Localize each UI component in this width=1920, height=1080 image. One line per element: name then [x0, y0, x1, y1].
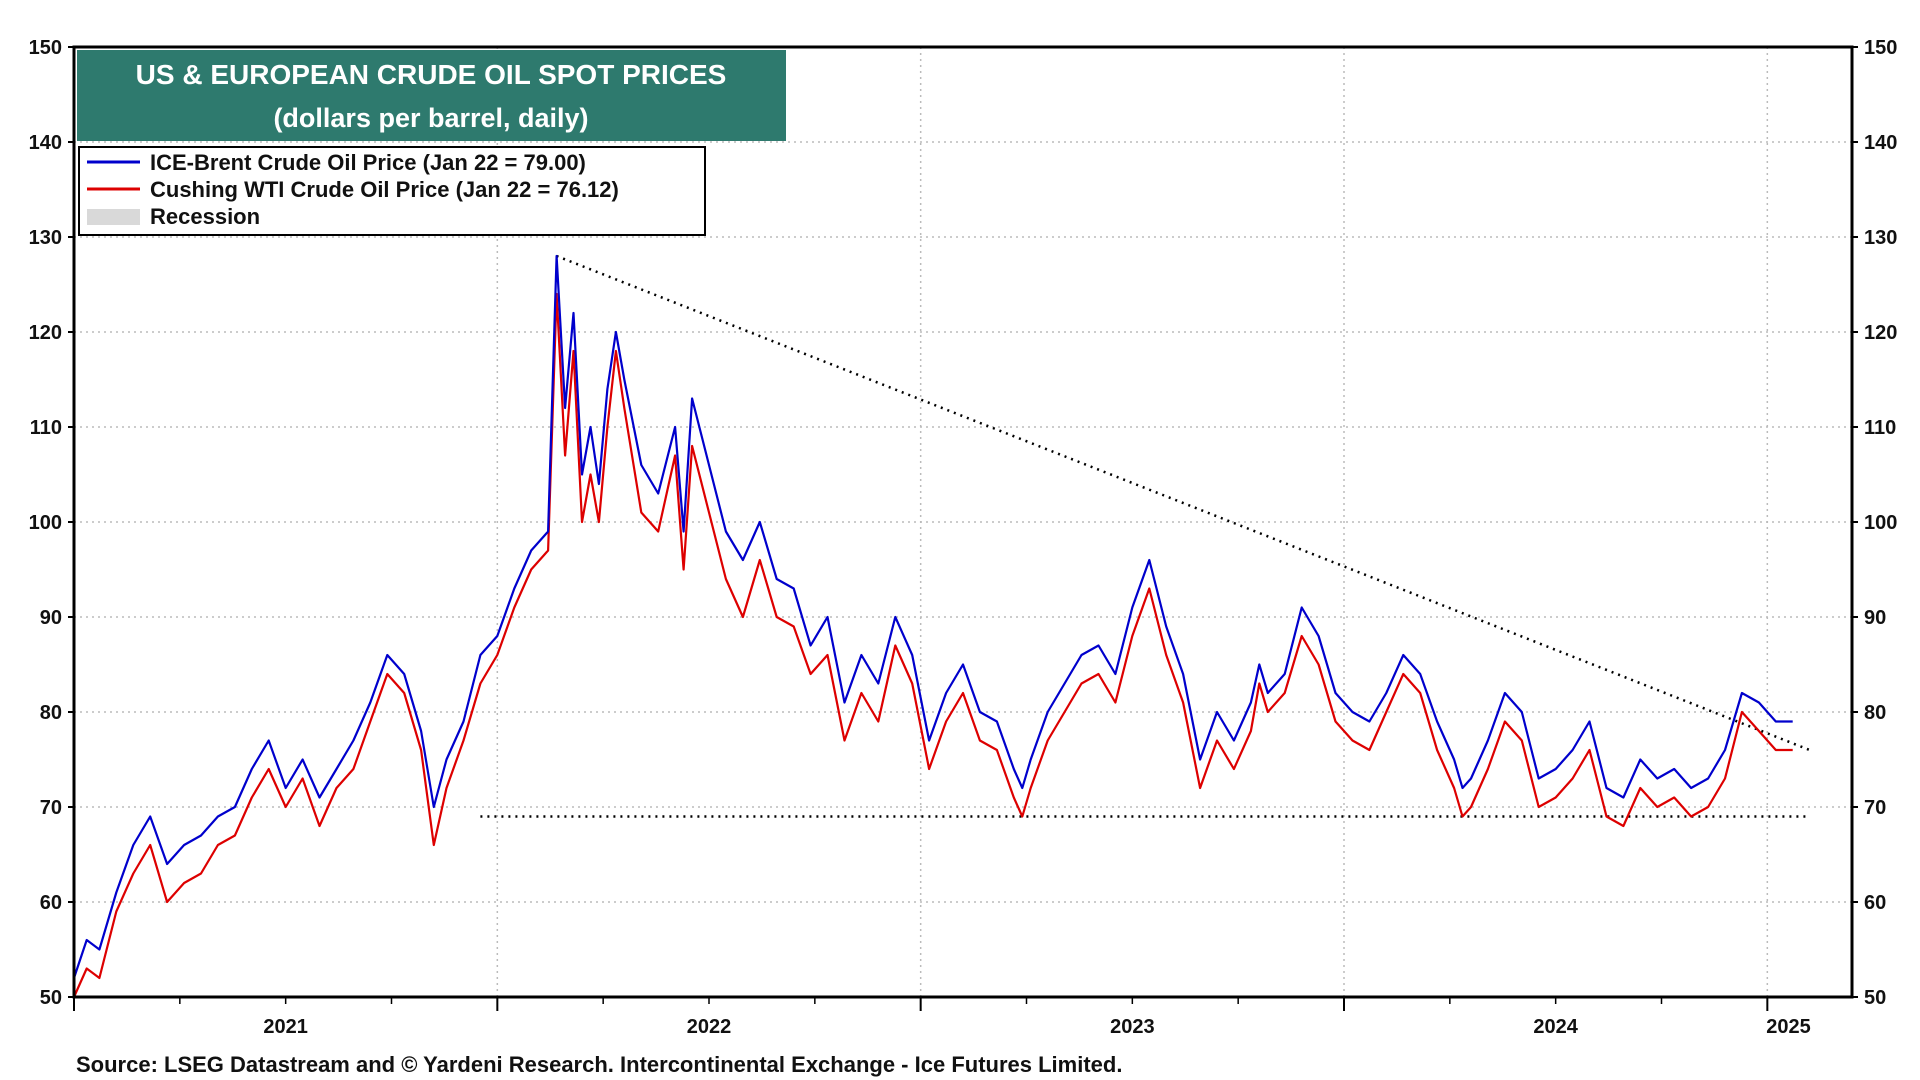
y-tick-label-left: 80: [40, 702, 62, 724]
y-tick-label-right: 140: [1864, 132, 1897, 154]
y-tick-label-right: 120: [1864, 322, 1897, 344]
y-tick-label-left: 130: [29, 227, 62, 249]
series-line: [72, 254, 1793, 979]
y-tick-label-right: 130: [1864, 227, 1897, 249]
y-tick-label-right: 100: [1864, 512, 1897, 534]
y-tick-label-left: 60: [40, 892, 62, 914]
series-lines: [72, 254, 1793, 998]
y-tick-label-left: 100: [29, 512, 62, 534]
y-tick-label-left: 90: [40, 607, 62, 629]
legend-label-recession: Recession: [150, 204, 260, 229]
legend-label-wti: Cushing WTI Crude Oil Price (Jan 22 = 76…: [150, 177, 619, 202]
source-note: Source: LSEG Datastream and © Yardeni Re…: [76, 1052, 1122, 1077]
legend: ICE-Brent Crude Oil Price (Jan 22 = 79.0…: [78, 146, 706, 236]
x-tick-label: 2022: [687, 1016, 732, 1038]
legend-swatch-recession: [87, 209, 140, 225]
y-tick-label-right: 60: [1864, 892, 1886, 914]
x-axis: 2021 2022 2023 2024 2025: [73, 997, 1811, 1038]
legend-label-brent: ICE-Brent Crude Oil Price (Jan 22 = 79.0…: [150, 150, 586, 175]
series-line: [72, 292, 1793, 998]
y-axis-left: 50 60 70 80 90 100 110 120 130 140 150: [29, 37, 74, 1009]
y-tick-label-left: 150: [29, 37, 62, 59]
x-tick-label: 2021: [263, 1016, 308, 1038]
trendline: [556, 254, 1811, 752]
x-tick-label: 2024: [1533, 1016, 1578, 1038]
y-tick-label-right: 110: [1864, 417, 1896, 439]
y-tick-label-right: 90: [1864, 607, 1886, 629]
y-tick-label-left: 70: [40, 797, 62, 819]
x-tick-label: 2025: [1766, 1016, 1811, 1038]
title-box: US & EUROPEAN CRUDE OIL SPOT PRICES (dol…: [77, 50, 786, 141]
y-tick-label-right: 80: [1864, 702, 1886, 724]
y-tick-label-right: 70: [1864, 797, 1886, 819]
trendlines: [480, 254, 1811, 818]
legend-box: [78, 146, 706, 236]
chart-title: US & EUROPEAN CRUDE OIL SPOT PRICES: [136, 59, 727, 90]
grid: [74, 47, 1852, 997]
y-tick-label-left: 120: [29, 322, 62, 344]
y-tick-label-left: 110: [30, 417, 62, 439]
y-tick-label-left: 140: [29, 132, 62, 154]
chart-subtitle: (dollars per barrel, daily): [273, 103, 588, 133]
title-background: [77, 50, 786, 141]
y-tick-label-right: 150: [1864, 37, 1897, 59]
y-tick-label-right: 50: [1864, 987, 1886, 1009]
x-tick-label: 2023: [1110, 1016, 1155, 1038]
y-tick-label-left: 50: [40, 987, 62, 1009]
y-axis-right: 50 60 70 80 90 100 110 120 130 140 150: [1852, 37, 1897, 1009]
